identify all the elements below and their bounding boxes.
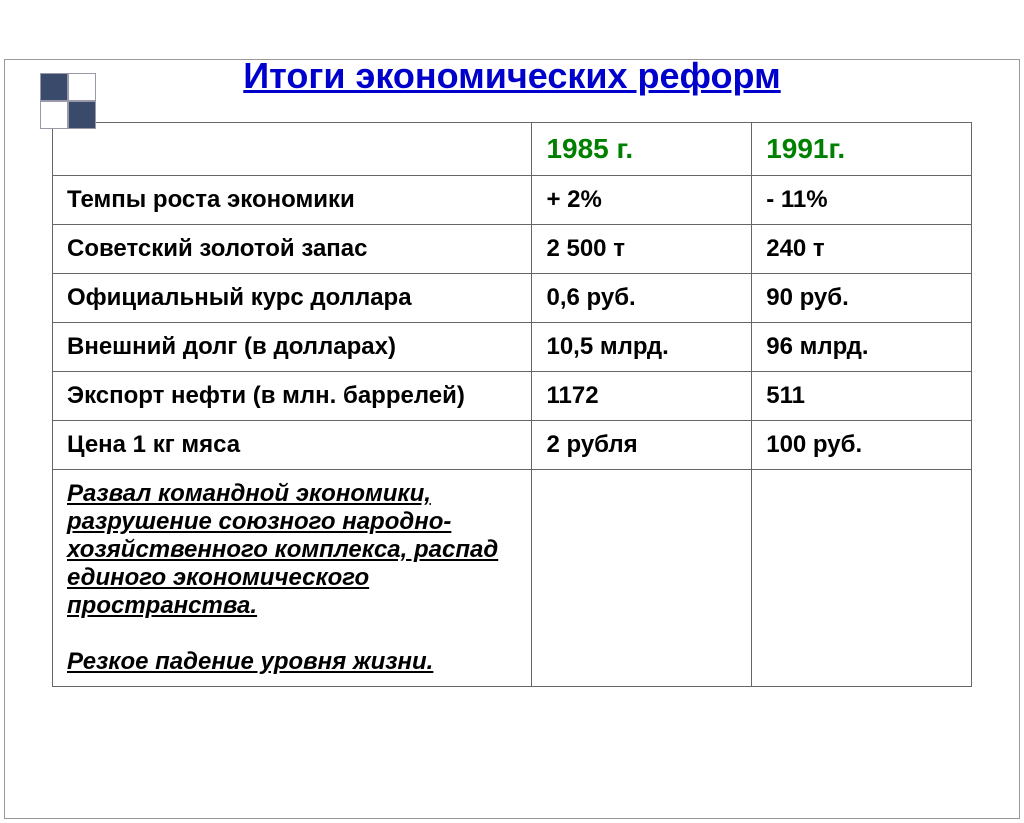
decoration-box	[40, 73, 68, 101]
decoration-box	[40, 101, 68, 129]
slide-decoration-boxes	[40, 73, 100, 129]
decoration-box	[68, 73, 96, 101]
decoration-box	[68, 101, 96, 129]
slide-border	[4, 59, 1020, 819]
